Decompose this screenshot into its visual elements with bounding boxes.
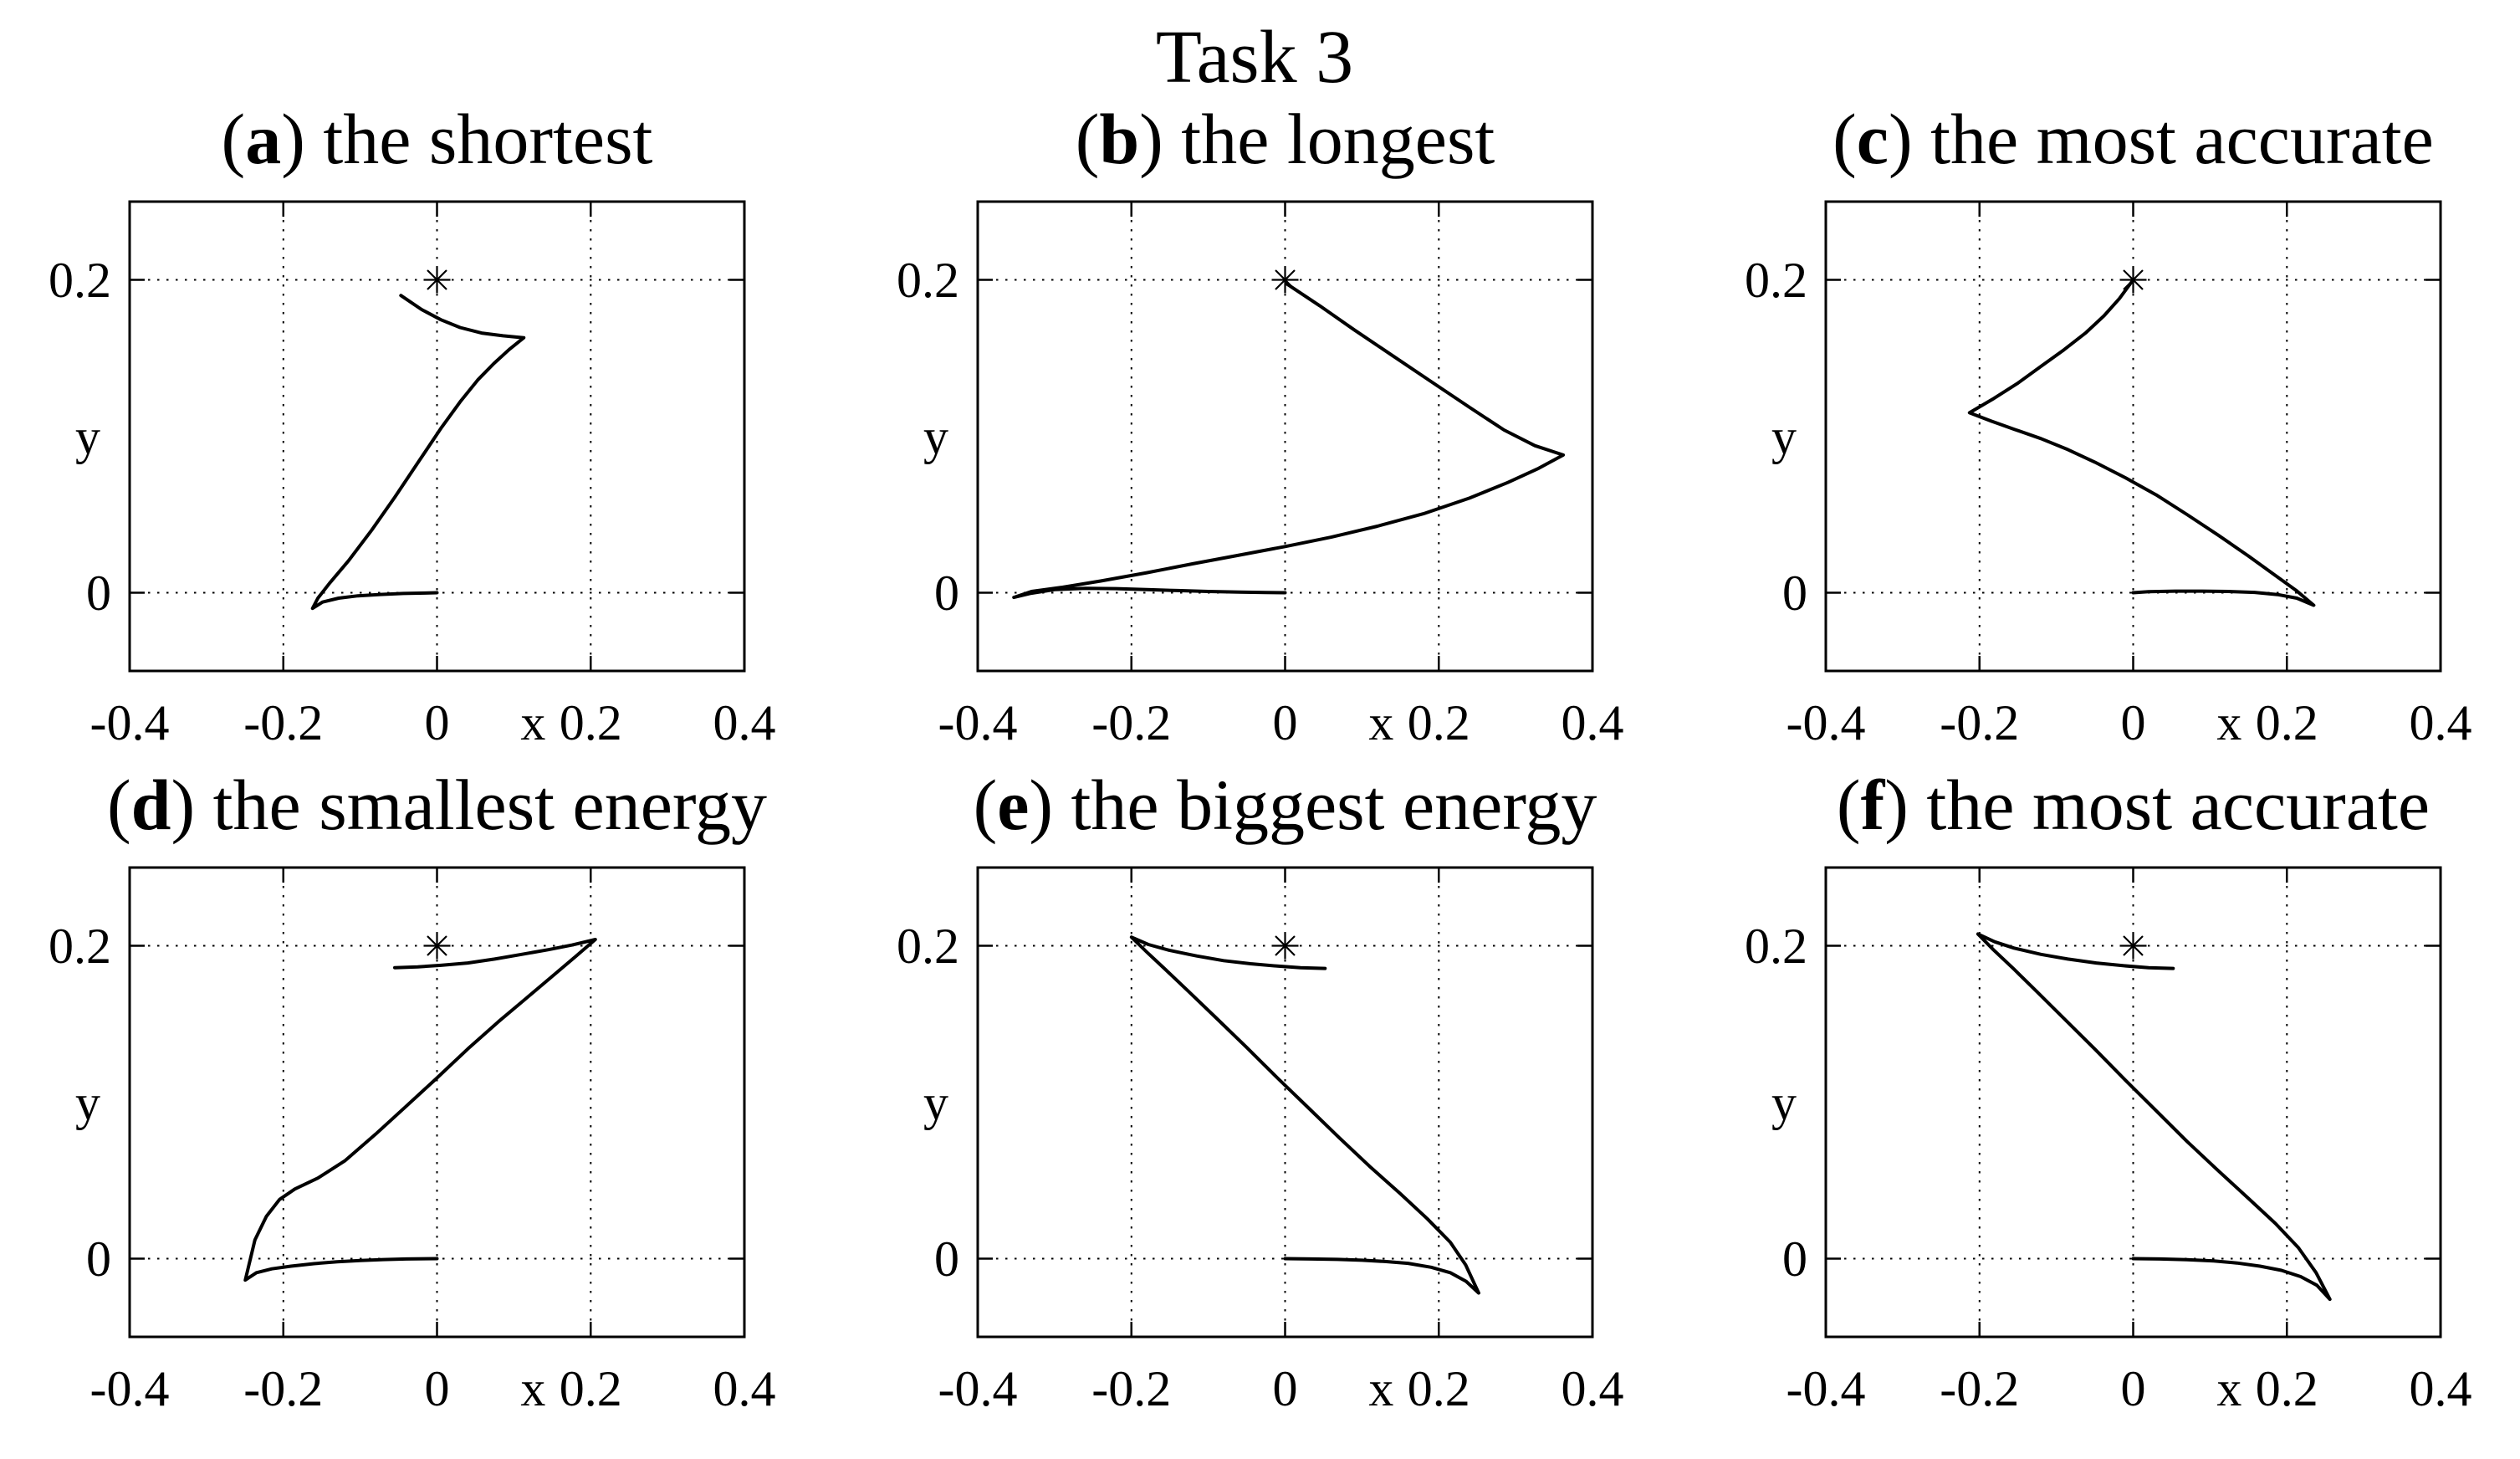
x-axis-letter: x [1368,1361,1394,1416]
x-tick-label: 0.2 [559,1361,622,1416]
x-tick-label: 0.2 [2255,695,2318,750]
y-axis-letter: y [1771,1074,1797,1130]
panel-b [976,200,1594,673]
panel-title-d: (d) the smallest energy [107,765,767,845]
y-tick-label: 0 [1782,1231,1807,1287]
trajectory-path [1129,935,1480,1295]
panel-title-c: (c) the most accurate [1832,99,2434,179]
panel-c [1824,200,2442,673]
y-tick-label: 0 [86,565,111,621]
y-tick-label: 0.2 [49,918,111,974]
x-tick-label: -0.4 [938,695,1018,750]
x-tick-label: 0.2 [2255,1361,2318,1416]
x-tick-label: 0.4 [713,695,776,750]
x-tick-label: -0.2 [1940,1361,2020,1416]
y-tick-label: 0 [86,1231,111,1287]
x-tick-label: 0 [1272,695,1298,750]
target-star-icon [1271,932,1299,960]
trajectory-path [1967,278,2316,607]
x-tick-label: 0.2 [559,695,622,750]
x-tick-label: 0 [424,1361,450,1416]
x-tick-label: 0.4 [1561,695,1624,750]
panel-title-f: (f) the most accurate [1836,765,2431,845]
x-tick-label: 0 [424,695,450,750]
x-tick-label: -0.4 [89,695,170,750]
x-tick-label: -0.2 [1091,695,1172,750]
y-tick-label: 0 [1782,565,1807,621]
y-tick-label: 0.2 [49,252,111,308]
y-tick-label: 0.2 [897,918,959,974]
panel-e [976,866,1594,1339]
trajectory-path [310,294,526,611]
x-tick-label: -0.2 [1940,695,2020,750]
trajectory-path [243,938,597,1282]
x-axis-letter: x [2216,1361,2242,1416]
trajectory-path [1012,282,1566,600]
panel-title-b: (b) the longest [1075,99,1495,179]
x-axis-letter: x [520,1361,546,1416]
x-tick-label: 0.4 [2409,1361,2472,1416]
panel-d [128,866,746,1339]
target-star-icon [423,266,451,294]
trajectory-path [1976,932,2332,1302]
x-axis-letter: x [520,695,546,750]
x-axis-letter: x [1368,695,1394,750]
x-tick-label: -0.2 [243,1361,324,1416]
target-star-icon [423,932,451,960]
x-axis-letter: x [2216,695,2242,750]
x-tick-label: 0 [2120,1361,2146,1416]
target-star-icon [2119,932,2147,960]
x-tick-label: 0.4 [1561,1361,1624,1416]
y-axis-letter: y [1771,408,1797,464]
x-tick-label: 0 [1272,1361,1298,1416]
x-tick-label: 0.4 [2409,695,2472,750]
panel-title-a: (a) the shortest [221,99,653,179]
x-tick-label: -0.2 [243,695,324,750]
y-tick-label: 0.2 [897,252,959,308]
x-tick-label: -0.4 [89,1361,170,1416]
figure-title: Task 3 [1155,16,1354,99]
y-axis-letter: y [923,1074,948,1130]
panel-f [1824,866,2442,1339]
panel-a [128,200,746,673]
x-tick-label: -0.4 [938,1361,1018,1416]
x-tick-label: -0.2 [1091,1361,1172,1416]
x-tick-label: -0.4 [1786,695,1866,750]
x-tick-label: 0.4 [713,1361,776,1416]
y-tick-label: 0 [934,1231,959,1287]
y-tick-label: 0 [934,565,959,621]
x-tick-label: 0 [2120,695,2146,750]
x-tick-label: -0.4 [1786,1361,1866,1416]
x-tick-label: 0.2 [1407,695,1470,750]
y-axis-letter: y [75,1074,100,1130]
y-axis-letter: y [75,408,100,464]
y-tick-label: 0.2 [1745,252,1807,308]
y-axis-letter: y [923,408,948,464]
x-tick-label: 0.2 [1407,1361,1470,1416]
panel-title-e: (e) the biggest energy [973,765,1597,845]
y-tick-label: 0.2 [1745,918,1807,974]
